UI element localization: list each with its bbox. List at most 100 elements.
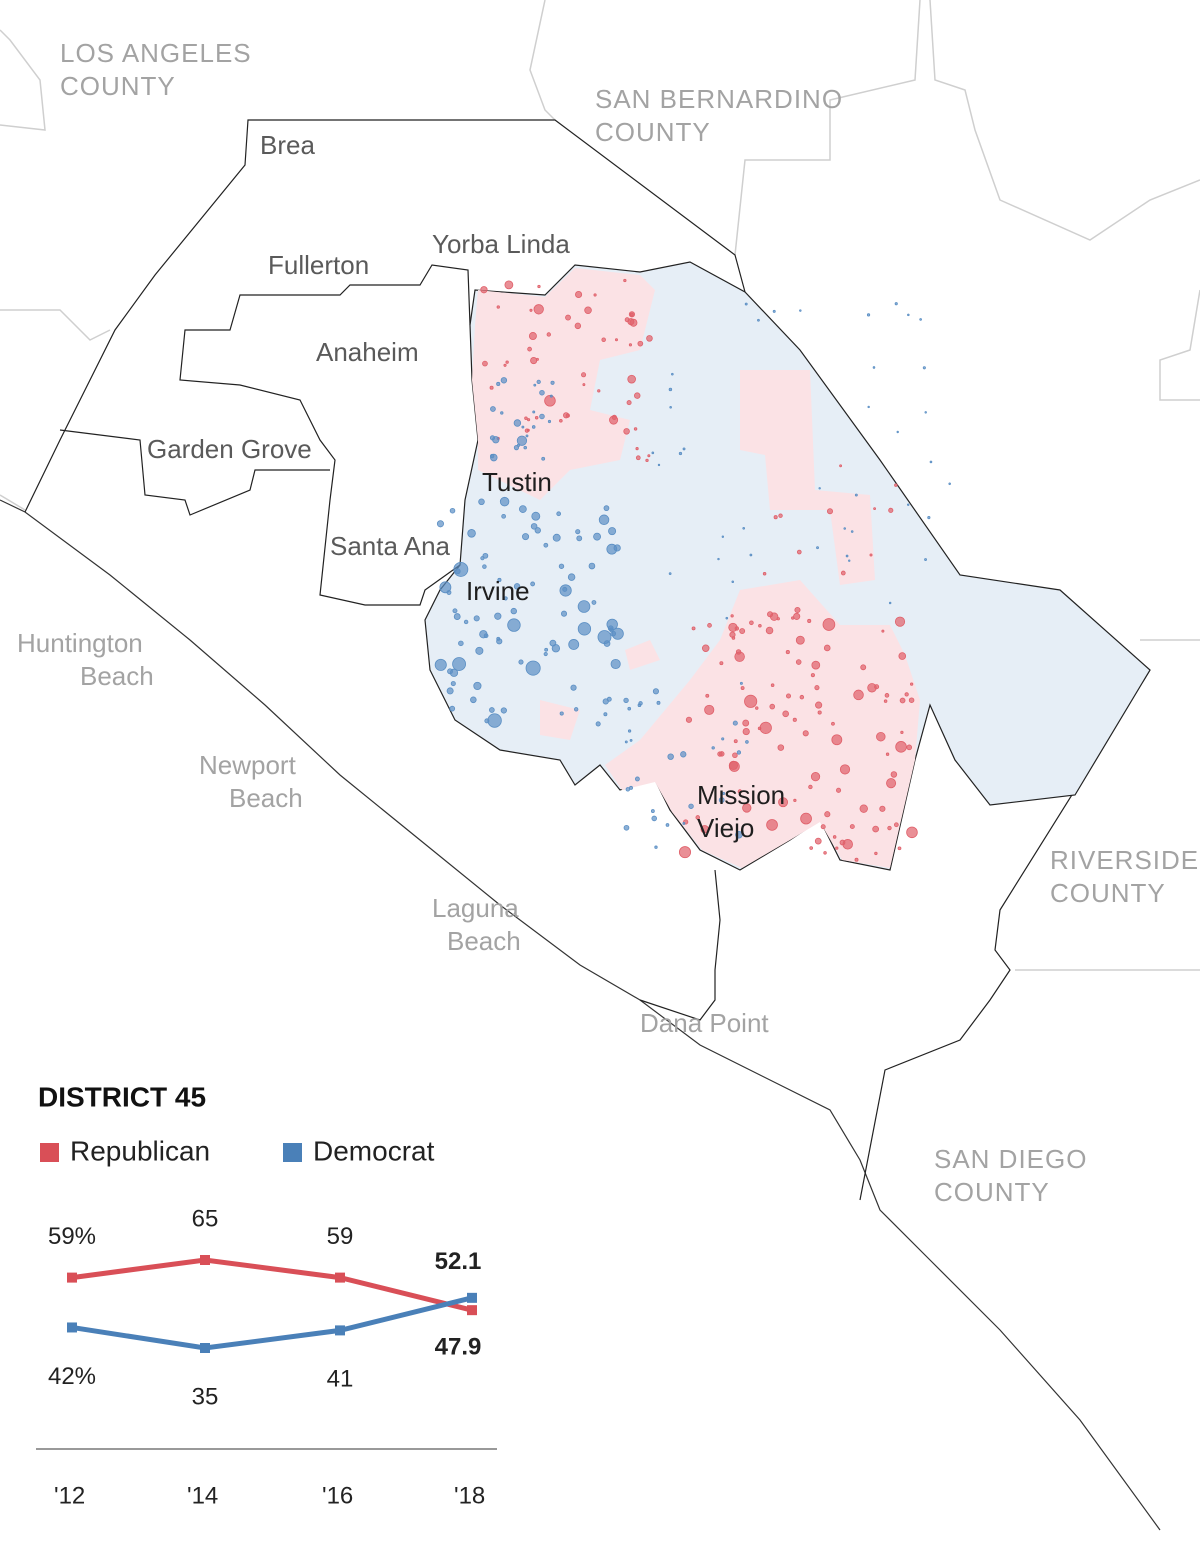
precinct-dot <box>757 318 760 322</box>
place-label: Irvine <box>466 576 530 606</box>
precinct-dot <box>627 729 632 733</box>
precinct-dot <box>541 456 546 461</box>
precinct-dot <box>737 789 743 794</box>
place-label: Laguna <box>432 893 519 923</box>
precinct-dot <box>559 711 564 716</box>
precinct-dot <box>483 633 489 639</box>
precinct-dot <box>669 405 672 409</box>
precinct-dot <box>671 372 674 376</box>
precinct-dot <box>733 739 738 744</box>
precinct-dot <box>859 804 868 813</box>
place-label: SAN DIEGO <box>934 1144 1087 1174</box>
precinct-dot <box>463 619 469 625</box>
precinct-dot <box>558 563 565 569</box>
precinct-dot <box>722 792 726 796</box>
point-marker <box>200 1255 210 1265</box>
precinct-dot <box>721 535 725 538</box>
precinct-dot <box>581 372 587 378</box>
precinct-dot <box>651 815 658 822</box>
precinct-dot <box>769 612 779 621</box>
x-tick-label: '12 <box>54 1482 85 1509</box>
precinct-dot <box>836 787 842 793</box>
chart-title: DISTRICT 45 <box>38 1081 206 1112</box>
precinct-dot <box>879 805 886 812</box>
precinct-dot <box>537 284 541 289</box>
place-label: Anaheim <box>316 337 419 367</box>
precinct-dot <box>525 660 541 676</box>
precinct-dot <box>521 425 525 429</box>
precinct-dot <box>603 712 608 717</box>
precinct-dot <box>695 815 701 820</box>
precinct-dot <box>885 752 890 756</box>
precinct-dot <box>513 445 520 451</box>
precinct-dot <box>678 451 683 456</box>
precinct-dot <box>434 658 447 671</box>
precinct-dot <box>528 332 537 341</box>
place-label: COUNTY <box>595 117 711 147</box>
precinct-dot <box>454 568 461 575</box>
precinct-dot <box>704 704 715 715</box>
precinct-dot <box>489 707 495 713</box>
series-line <box>71 1257 473 1313</box>
data-label: 59 <box>327 1223 354 1250</box>
precinct-dot <box>496 381 501 386</box>
precinct-dots <box>434 278 951 862</box>
precinct-dot <box>888 601 892 605</box>
precinct-dot <box>652 688 659 695</box>
precinct-dot <box>606 618 618 631</box>
place-label: COUNTY <box>1050 878 1166 908</box>
precinct-dot <box>860 664 867 671</box>
precinct-dot <box>876 731 886 742</box>
precinct-dot <box>810 673 815 678</box>
precinct-dot <box>625 787 631 792</box>
precinct-dot <box>633 427 638 431</box>
precinct-dot <box>888 507 894 513</box>
precinct-dot <box>735 830 743 839</box>
precinct-dot <box>810 772 821 782</box>
place-label: Santa Ana <box>330 531 451 561</box>
precinct-dot <box>742 719 750 727</box>
precinct-dot <box>924 411 927 414</box>
precinct-dot <box>842 839 853 850</box>
precinct-dot <box>531 511 541 521</box>
precinct-dot <box>839 464 843 468</box>
precinct-dot <box>835 846 839 850</box>
precinct-dot <box>650 809 655 813</box>
legend-label: Democrat <box>313 1135 435 1166</box>
precinct-dot <box>450 681 456 687</box>
x-tick-label: '18 <box>454 1482 485 1509</box>
precinct-dot <box>470 696 477 704</box>
precinct-dot <box>742 728 750 736</box>
precinct-dot <box>534 527 541 534</box>
precinct-dot <box>536 379 541 384</box>
precinct-dot <box>634 776 640 782</box>
precinct-dot <box>707 623 712 628</box>
precinct-dot <box>526 418 531 422</box>
precinct-dot <box>570 684 577 691</box>
precinct-dot <box>872 825 879 833</box>
precinct-dot <box>500 707 507 714</box>
precinct-dot <box>894 616 906 627</box>
precinct-dot <box>809 846 814 850</box>
precinct-dot <box>614 338 618 342</box>
place-label: Beach <box>80 661 154 691</box>
precinct-dot <box>823 851 827 855</box>
precinct-dot <box>562 586 568 592</box>
precinct-dot <box>544 395 556 407</box>
precinct-dot <box>597 389 601 393</box>
precinct-dot <box>449 705 456 712</box>
precinct-dot <box>839 764 851 775</box>
precinct-dot <box>523 445 527 450</box>
precinct-dot <box>898 652 907 660</box>
precinct-dot <box>482 360 488 367</box>
precinct-dot <box>496 638 503 645</box>
precinct-dot <box>919 318 922 321</box>
precinct-dot <box>543 651 548 657</box>
precinct-dot <box>785 693 792 699</box>
precinct-dot <box>700 825 709 834</box>
precinct-dot <box>711 746 715 750</box>
precinct-dot <box>772 309 776 313</box>
precinct-dot <box>518 659 524 665</box>
precinct-dot <box>530 357 538 365</box>
